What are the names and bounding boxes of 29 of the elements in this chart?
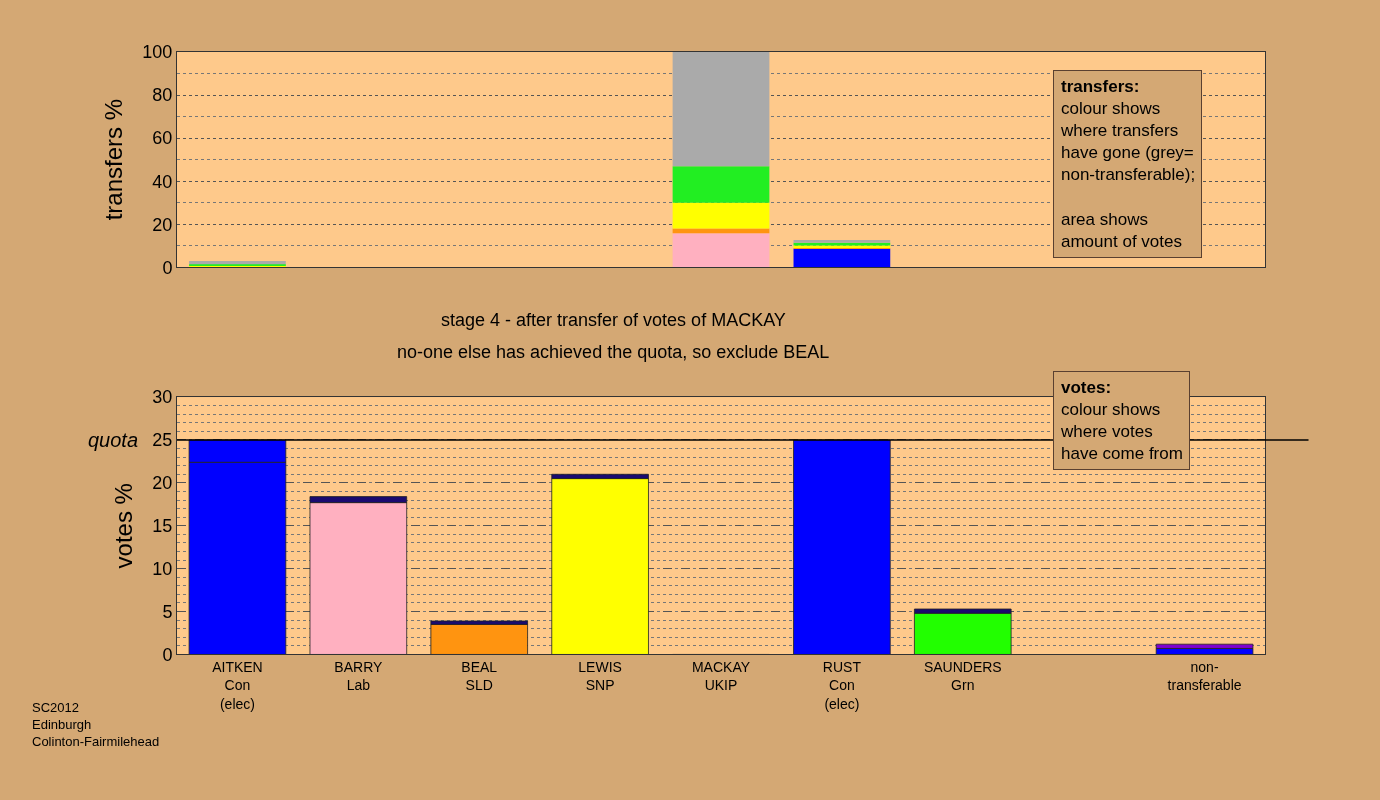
y-axis-title: votes % <box>110 483 138 569</box>
x-tick-label: non- transferable <box>1167 659 1242 694</box>
x-tick-label: BARRY Lab <box>334 659 383 694</box>
y-axis-title: transfers % <box>100 98 128 221</box>
x-tick-label: LEWIS SNP <box>578 659 622 694</box>
y-tick-label: 25 <box>152 430 173 451</box>
y-tick-label: 60 <box>152 128 173 149</box>
x-tick-label: SAUNDERS Grn <box>923 659 1002 694</box>
chart-title: stage 4 - after transfer of votes of MACKAY <box>441 310 786 330</box>
text: SC2012 Edinburgh Colinton-Fairmilehead <box>32 700 160 749</box>
x-tick-label: MACKAY UKIP <box>691 659 751 694</box>
ref-line-label: quota <box>88 429 139 451</box>
y-tick-label: 10 <box>152 558 173 579</box>
annotation: votes: colour shows where votes have come from <box>1060 378 1183 464</box>
y-tick-label: 80 <box>152 85 173 106</box>
y-tick-label: 0 <box>162 257 173 278</box>
y-tick-label: 20 <box>152 214 173 235</box>
x-tick-label: AITKEN Con (elec) <box>212 659 263 712</box>
x-tick-label: RUST Con (elec) <box>822 659 862 712</box>
y-tick-label: 20 <box>152 473 173 494</box>
y-tick-label: 30 <box>152 387 173 408</box>
x-tick-label: BEAL SLD <box>461 659 498 694</box>
y-tick-label: 40 <box>152 171 173 192</box>
y-tick-label: 5 <box>162 601 173 622</box>
y-tick-label: 0 <box>162 644 173 665</box>
y-tick-label: 15 <box>152 516 173 537</box>
chart-subtitle: no-one else has achieved the quota, so exclude BEAL <box>397 342 830 362</box>
text: transfers: colour shows where transfers have gone (grey= non-transferable); area shows amount of votes <box>1061 77 1196 251</box>
y-tick-label: 100 <box>142 42 173 63</box>
